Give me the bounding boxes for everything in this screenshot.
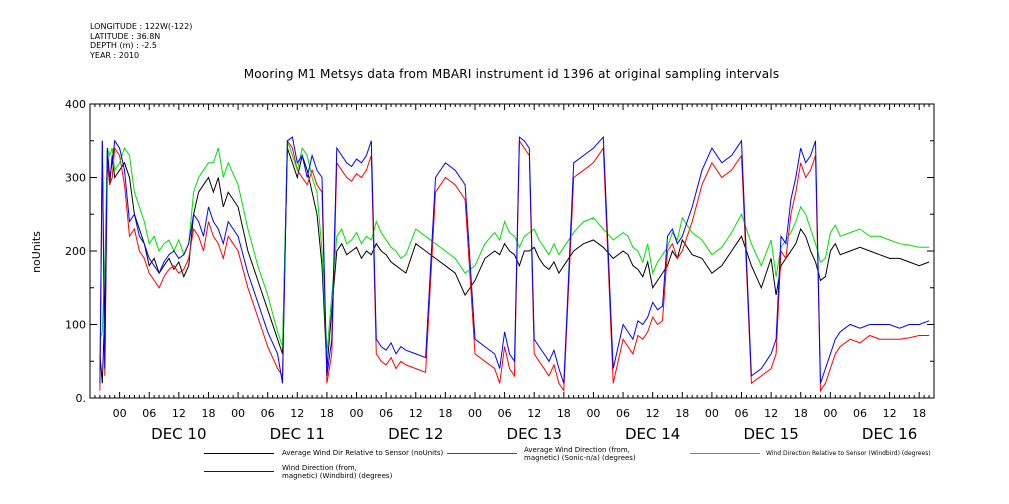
x-day-label: DEC 14 [625,425,680,443]
x-hour-label: 06 [735,407,749,420]
x-hour-label: 18 [912,407,926,420]
x-hour-label: 06 [616,407,630,420]
x-hour-label: 18 [794,407,808,420]
series-line-0 [99,147,930,384]
depth-text: DEPTH (m) : -2.5 [90,41,157,50]
longitude-text: LONGITUDE : 122W(-122) [90,22,193,31]
legend-swatch-black [204,453,274,454]
x-hour-label: 18 [438,407,452,420]
x-hour-label: 18 [320,407,334,420]
x-hour-label: 12 [646,407,660,420]
x-hour-label: 18 [201,407,215,420]
legend-label-windbird-direction: Wind Direction (from, magnetic) (Windbir… [282,464,393,480]
metadata-block: LONGITUDE : 122W(-122) LATITUDE : 36.8N … [90,22,192,60]
x-hour-label: 12 [764,407,778,420]
x-hour-label: 00 [586,407,600,420]
x-hour-label: 00 [350,407,364,420]
x-hour-label: 12 [409,407,423,420]
x-hour-label: 06 [142,407,156,420]
series-layer [99,135,930,393]
x-day-label: DEC 11 [270,425,325,443]
legend-swatch-blue [204,471,274,472]
latitude-text: LATITUDE : 36.8N [90,31,161,41]
legend-label-windbird-relative: Wind Direction Relative to Sensor (Windb… [766,450,931,457]
y-tick-label: 400 [65,98,86,111]
series-line-1 [99,139,930,393]
x-day-label: DEC 16 [862,425,917,443]
chart-title: Mooring M1 Metsys data from MBARI instru… [243,67,780,81]
legend-label-wind-dir-relative: Average Wind Dir Relative to Sensor (noU… [282,449,444,457]
x-hour-label: 00 [468,407,482,420]
x-hour-label: 00 [113,407,127,420]
x-day-label: DEC 15 [743,425,798,443]
x-hour-label: 12 [527,407,541,420]
x-day-label: DEC 13 [507,425,562,443]
x-hour-label: 06 [853,407,867,420]
series-line-2 [99,140,930,354]
x-hour-label: 06 [379,407,393,420]
x-hour-label: 12 [172,407,186,420]
x-hour-label: 18 [675,407,689,420]
x-hour-label: 06 [261,407,275,420]
axes-layer: 0. 100 200 300 400 00 06 12 18 00 06 12 18 00 06 12 18 00… [65,98,935,443]
x-hour-label: 00 [231,407,245,420]
plot-frame [89,103,935,399]
legend-label-avg-wind-direction: Average Wind Direction (from, magnetic) … [524,446,636,462]
x-day-label: DEC 12 [388,425,443,443]
legend-swatch-green [690,453,760,454]
year-text: YEAR : 2010 [90,50,140,60]
y-tick-label: 200 [65,245,86,258]
x-hour-label: 12 [883,407,897,420]
x-hour-label: 00 [705,407,719,420]
x-hour-label: 06 [498,407,512,420]
y-tick-label: 0. [76,392,87,405]
y-tick-label: 300 [65,172,86,185]
x-hour-label: 00 [823,407,837,420]
legend-swatch-red [447,453,517,454]
x-hour-label: 12 [290,407,304,420]
x-hour-label: 18 [557,407,571,420]
series-line-3 [99,135,930,384]
x-day-label: DEC 10 [151,425,206,443]
y-axis-label: noUnits [30,231,43,273]
y-tick-label: 100 [65,319,86,332]
